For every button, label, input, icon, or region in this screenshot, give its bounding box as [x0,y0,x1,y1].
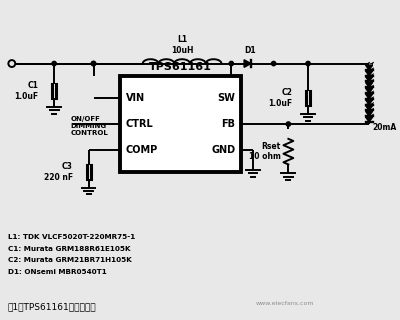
Circle shape [306,61,310,66]
Text: www.elecfans.com: www.elecfans.com [256,301,315,306]
Polygon shape [366,77,373,82]
Circle shape [91,61,96,66]
Text: C2: Murata GRM21BR71H105K: C2: Murata GRM21BR71H105K [8,257,132,263]
Text: COMP: COMP [126,145,158,155]
Text: CTRL: CTRL [126,119,154,129]
Text: 20mA: 20mA [372,123,396,132]
Text: Rset
10 ohm: Rset 10 ohm [249,142,280,161]
Text: C2
1.0uF: C2 1.0uF [268,88,292,108]
Text: L1: TDK VLCF5020T-220MR75-1: L1: TDK VLCF5020T-220MR75-1 [8,234,135,240]
Polygon shape [366,94,373,99]
Polygon shape [366,71,373,76]
Polygon shape [244,60,251,67]
Text: C3
220 nF: C3 220 nF [44,162,73,181]
Polygon shape [366,106,373,110]
Polygon shape [366,100,373,105]
Polygon shape [366,65,373,70]
Text: FB: FB [221,119,235,129]
Polygon shape [366,111,373,116]
Text: 图1，TPS61161的典型应用: 图1，TPS61161的典型应用 [8,303,96,312]
Text: VIN: VIN [126,93,145,103]
Text: L1
10uH: L1 10uH [171,35,193,55]
Circle shape [272,61,276,66]
Polygon shape [366,117,373,122]
Text: SW: SW [217,93,235,103]
Circle shape [52,61,56,66]
Text: ON/OFF
DIMMING
CONTROL: ON/OFF DIMMING CONTROL [71,116,109,136]
Bar [120,76,241,172]
Circle shape [286,122,290,126]
Text: C1: Murata GRM188R61E105K: C1: Murata GRM188R61E105K [8,245,130,252]
Polygon shape [366,88,373,93]
Circle shape [91,61,96,66]
Polygon shape [366,83,373,87]
Text: D1: ONsemi MBR0540T1: D1: ONsemi MBR0540T1 [8,269,107,275]
Text: TPS61161: TPS61161 [149,62,212,72]
Text: D1: D1 [245,46,256,55]
Text: GND: GND [211,145,235,155]
Circle shape [229,61,234,66]
Text: C1
1.0uF: C1 1.0uF [14,81,38,101]
